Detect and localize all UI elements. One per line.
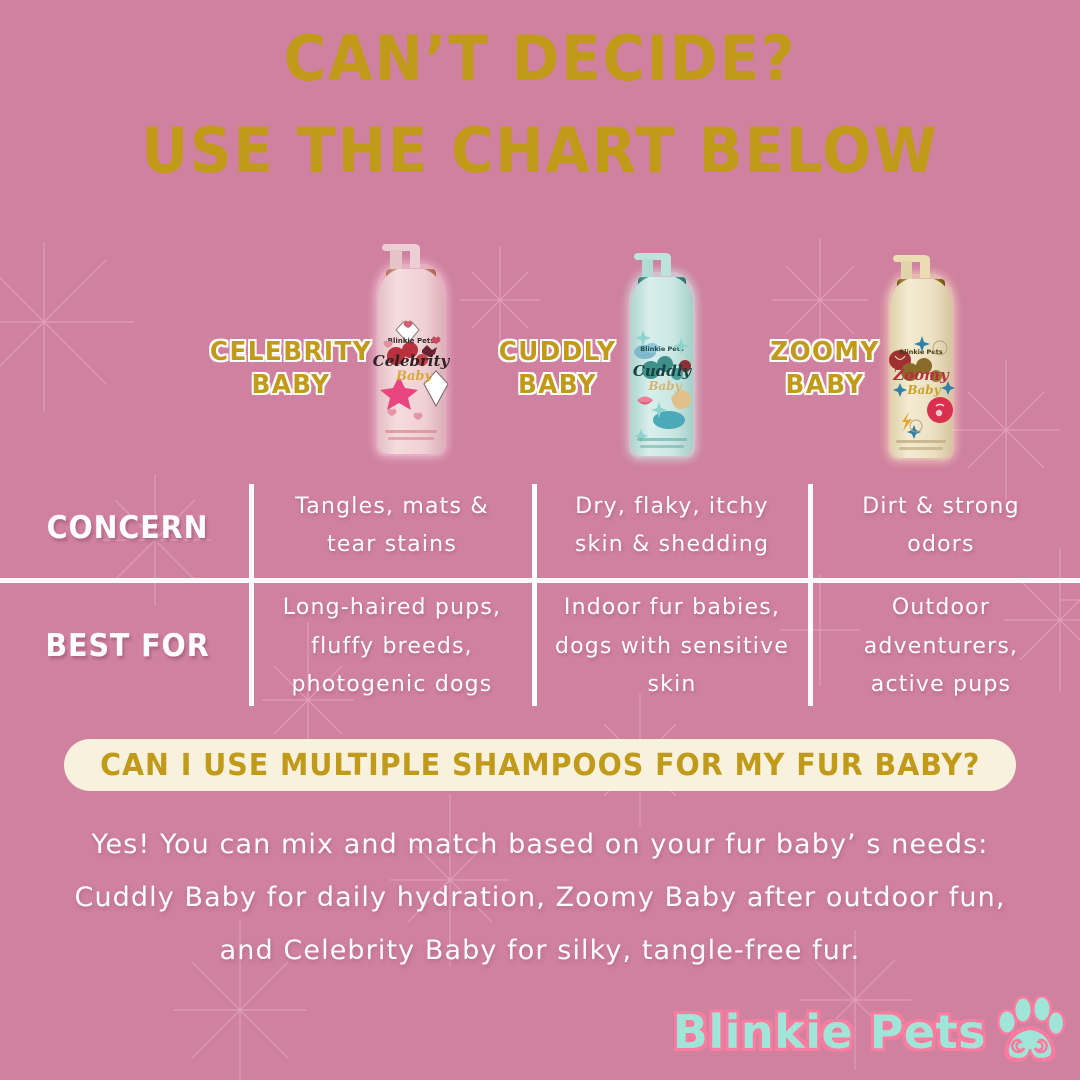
product-label-zoomy: ZOOMY BABY [744, 336, 906, 403]
product-label-celebrity-line2: BABY [251, 370, 331, 401]
product-label-zoomy-line2: BABY [785, 370, 865, 401]
svg-text:Blinkie Pets: Blinkie Pets [899, 348, 943, 356]
product-label-cuddly-line2: BABY [517, 370, 597, 401]
table-row-label-best-for: BEST FOR [45, 628, 210, 664]
faq-answer-text: Yes! You can mix and match based on your… [74, 829, 1006, 967]
product-label-celebrity-line1: CELEBRITY [209, 337, 373, 367]
table-cell-bestfor-cuddly: Indoor fur babies, dogs with sensitive ski… [554, 595, 790, 698]
product-bottle-zoomy[interactable]: Blinkie Pets Zoomy Baby [866, 250, 976, 470]
product-label-zoomy-line1: ZOOMY [770, 337, 880, 367]
comparison-table: CONCERN BEST FOR Tangles, mats & tear sta… [0, 470, 1080, 720]
table-divider-h1 [0, 578, 1080, 583]
svg-text:Cuddly: Cuddly [633, 362, 693, 380]
faq-question-text: CAN I USE MULTIPLE SHAMPOOS FOR MY FUR B… [99, 747, 981, 783]
table-cell-concern-cuddly: Dry, flaky, itchy skin & shedding [574, 493, 770, 558]
product-label-cuddly-line1: CUDDLY [498, 337, 617, 367]
table-divider-v2 [532, 484, 537, 706]
brand-logo-text: Blinkie Pets [672, 1005, 986, 1059]
table-divider-v1 [249, 484, 254, 706]
brand-logo: Blinkie Pets [673, 996, 1066, 1068]
svg-text:Blinkie Pets: Blinkie Pets [388, 337, 435, 345]
product-bottle-celebrity[interactable]: Blinkie Pets Celebrity Baby [352, 238, 470, 470]
table-divider-v3 [808, 484, 813, 706]
headline-line-1: CAN’T DECIDE? [283, 22, 797, 95]
table-cell-bestfor-zoomy: Outdoor adventurers, active pups [863, 595, 1019, 698]
svg-text:Baby: Baby [647, 379, 682, 393]
table-cell-concern-zoomy: Dirt & strong odors [862, 493, 1020, 558]
table-cell-concern-celebrity: Tangles, mats & tear stains [295, 493, 489, 558]
header-block: CAN’T DECIDE? USE THE CHART BELOW [0, 0, 1080, 206]
product-label-cuddly: CUDDLY BABY [474, 336, 640, 403]
svg-text:Celebrity: Celebrity [373, 352, 451, 370]
svg-text:Blinkie Pets: Blinkie Pets [640, 345, 684, 353]
svg-text:Zoomy: Zoomy [892, 366, 950, 384]
svg-text:Baby: Baby [906, 383, 941, 397]
table-row-label-concern: CONCERN [46, 510, 209, 546]
faq-question-banner: CAN I USE MULTIPLE SHAMPOOS FOR MY FUR B… [64, 739, 1016, 791]
headline-line-2: USE THE CHART BELOW [141, 114, 939, 187]
product-bottle-cuddly[interactable]: Blinkie Pets Cuddly Baby [607, 248, 717, 470]
svg-text:Baby: Baby [395, 369, 434, 384]
table-cell-bestfor-celebrity: Long-haired pups, fluffy breeds, photogeni… [282, 595, 502, 698]
paw-print-icon [997, 996, 1066, 1062]
product-label-celebrity: CELEBRITY BABY [201, 336, 382, 403]
